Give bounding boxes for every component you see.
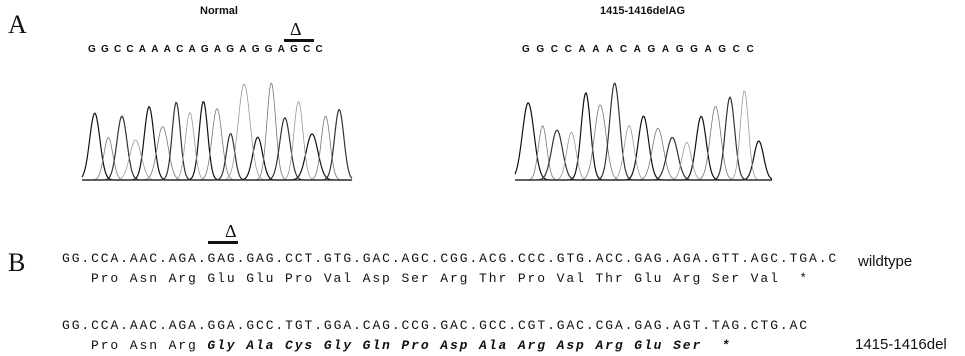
row-label: 1415-1416del: [855, 337, 947, 352]
protein-unchanged: Pro Asn Arg: [91, 338, 198, 353]
figure: A Normal Δ GGCCAAACAGAGAGGAGCC 1415-1416…: [0, 0, 965, 356]
trace-title: 1415-1416delAG: [600, 6, 685, 17]
trace-line: [82, 84, 352, 180]
deletion-symbol: Δ: [225, 222, 237, 240]
base-sequence: GGCCAAACAGAGGAGCC: [522, 45, 760, 55]
panel-label: A: [8, 12, 27, 38]
trace-line: [515, 93, 772, 180]
protein-sequence: Pro Asn Arg Gly Ala Cys Gly Gln Pro Asp A…: [91, 339, 731, 352]
trace-line: [515, 83, 772, 180]
trace-line: [82, 102, 352, 180]
dna-sequence: GG.CCA.AAC.AGA.GGA.GCC.TGT.GGA.CAG.CCG.G…: [62, 319, 809, 332]
dna-sequence: GG.CCA.AAC.AGA.GAG.GAG.CCT.GTG.GAC.AGC.C…: [62, 252, 838, 265]
trace-line: [82, 102, 352, 180]
protein-sequence: Pro Asn Arg Glu Glu Pro Val Asp Ser Arg …: [91, 272, 809, 285]
row-label: wildtype: [858, 254, 912, 269]
deletion-bar: [208, 241, 238, 244]
deletion-bar: [284, 39, 314, 42]
protein-changed: Gly Ala Cys Gly Gln Pro Asp Ala Arg Asp …: [207, 338, 731, 353]
trace-title: Normal: [200, 6, 238, 17]
trace-line: [515, 91, 772, 180]
base-sequence: GGCCAAACAGAGAGGAGCC: [88, 45, 328, 55]
deletion-symbol: Δ: [290, 20, 302, 38]
panel-label: B: [8, 250, 25, 276]
trace-line: [82, 83, 352, 180]
